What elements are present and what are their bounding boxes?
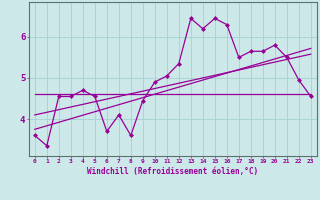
- X-axis label: Windchill (Refroidissement éolien,°C): Windchill (Refroidissement éolien,°C): [87, 167, 258, 176]
